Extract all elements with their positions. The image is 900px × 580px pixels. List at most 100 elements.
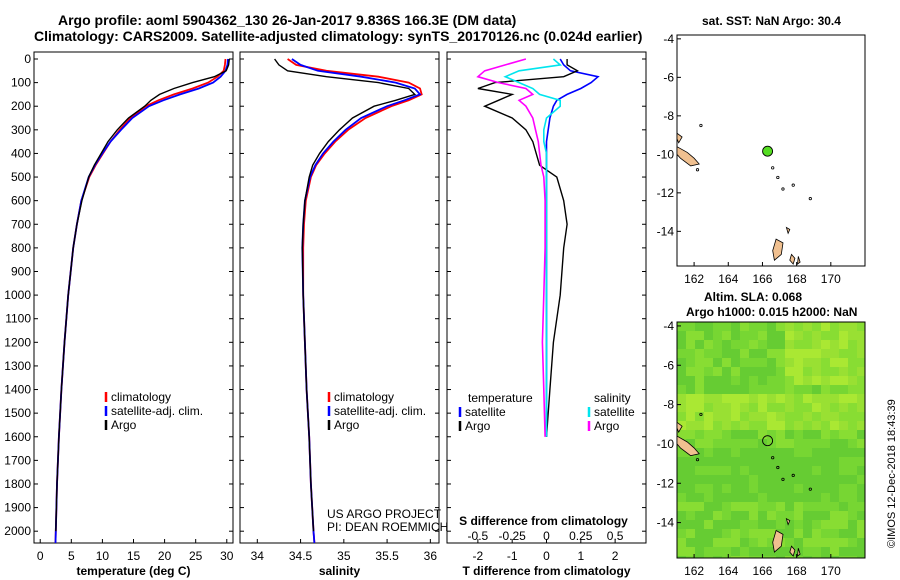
sst-map-xtick-label-168: 168 (787, 272, 807, 286)
salinity-xtick-label-36: 36 (424, 549, 438, 563)
depth-label-800: 800 (11, 241, 31, 255)
diff-legend-temperature-title: temperature (468, 391, 533, 405)
temperature-xtick-label-25: 25 (189, 549, 203, 563)
sla-map-island-1 (677, 421, 683, 433)
depth-label-1100: 1100 (5, 312, 31, 326)
sla-map-title-2: Argo h1000: 0.015 h2000: NaN (686, 305, 858, 319)
sst-map-island-1 (677, 132, 683, 144)
salinity-xtick-label-35.5: 35.5 (375, 549, 399, 563)
depth-label-200: 200 (11, 99, 31, 113)
difference-xtick-label--2: -2 (473, 549, 484, 563)
depth-label-1200: 1200 (4, 335, 31, 349)
sst-map-xtick-label-166: 166 (752, 272, 772, 286)
diff-legend-s-argo: Argo (594, 419, 620, 433)
sla-map-ytick-label--8: -8 (663, 398, 674, 412)
depth-label-1400: 1400 (4, 383, 31, 397)
sla-map-ytick-label--4: -4 (663, 319, 674, 333)
sla-map-xtick-label-170: 170 (821, 564, 841, 578)
sla-map-xtick-label-166: 166 (752, 564, 772, 578)
difference-xlabel: T difference from climatology (462, 564, 630, 578)
depth-label-1600: 1600 (4, 430, 31, 444)
sla-map-island-2 (772, 529, 784, 553)
sst-map-island-2 (772, 238, 784, 261)
temperature-legend-2: Argo (111, 418, 137, 432)
sla-map-ytick-label--6: -6 (663, 358, 674, 372)
diff-series-t-satellite (545, 58, 600, 437)
temperature-xtick-label-0: 0 (37, 549, 44, 563)
diff-legend-t-argo: Argo (465, 419, 491, 433)
difference-xtick-label-1: 1 (577, 549, 584, 563)
sla-map-island-3 (789, 545, 796, 557)
sst-map-ytick-label--12: -12 (657, 186, 675, 200)
depth-label-600: 600 (11, 194, 31, 208)
depth-label-400: 400 (11, 146, 31, 160)
depth-label-1900: 1900 (4, 501, 31, 515)
sla-map-field (677, 322, 865, 558)
depth-label-100: 100 (11, 76, 31, 90)
sla-map-island-0 (677, 435, 700, 457)
difference-xtick-label-0: 0 (543, 549, 550, 563)
sla-map-title-1: Altim. SLA: 0.068 (704, 290, 803, 304)
salinity-xtick-label-34: 34 (251, 549, 265, 563)
diff-legend-s-satellite: satellite (594, 405, 635, 419)
salinity-xtick-label-35: 35 (337, 549, 351, 563)
sla-map-argo-location (762, 435, 774, 447)
sla-map-islet-4 (808, 487, 812, 491)
depth-label-1300: 1300 (4, 359, 31, 373)
sst-map-islet-3 (791, 183, 795, 187)
sst-map-ytick-label--6: -6 (663, 70, 674, 84)
salinity-legend-2: Argo (334, 418, 360, 432)
temperature-xlabel: temperature (deg C) (76, 564, 190, 578)
salinity-series-1 (291, 58, 422, 543)
sst-map-island-0 (677, 146, 700, 167)
salinity-series-2 (274, 58, 417, 532)
diff-series-t-argo (477, 59, 579, 437)
sst-map-islet-0 (699, 123, 703, 128)
salinity-diff-tick-label-1: -0.25 (499, 529, 527, 543)
temperature-series-0 (54, 58, 227, 543)
title-line-1: Argo profile: aoml 5904362_130 26-Jan-20… (58, 12, 517, 28)
depth-label-700: 700 (11, 217, 31, 231)
sst-map-land (677, 123, 812, 265)
difference-xtick-label-2: 2 (612, 549, 619, 563)
sla-map-islet-0 (699, 412, 703, 417)
sla-map-ytick-label--14: -14 (657, 516, 675, 530)
salinity-xtick-label-34.5: 34.5 (289, 549, 313, 563)
sla-map-land (677, 412, 812, 557)
salinity-diff-tick-label-4: 0.5 (607, 529, 624, 543)
salinity-difference-label: S difference from climatology (459, 514, 628, 528)
sst-map-islet-4 (808, 197, 812, 201)
sst-map-island-3 (789, 253, 796, 265)
sst-map-islet-2 (771, 166, 775, 170)
diff-legend-salinity-title: salinity (594, 391, 631, 405)
sst-map-ytick-label--4: -4 (663, 32, 674, 46)
sla-map-islet-3 (791, 473, 795, 477)
sst-map-ytick-label--14: -14 (657, 224, 675, 238)
difference-xtick-label--1: -1 (507, 549, 518, 563)
depth-label-300: 300 (11, 123, 31, 137)
sla-map-ytick-label--10: -10 (657, 437, 675, 451)
diff-series-s-argo (476, 58, 546, 437)
sst-map-xtick-label-170: 170 (821, 272, 841, 286)
sst-map-title: sat. SST: NaN Argo: 30.4 (702, 14, 841, 28)
temperature-xtick-label-10: 10 (96, 549, 110, 563)
sst-map-island-4 (785, 226, 791, 235)
depth-label-500: 500 (11, 170, 31, 184)
depth-label-900: 900 (11, 264, 31, 278)
salinity-xlabel: salinity (319, 564, 361, 578)
salinity-legend-1: satellite-adj. clim. (334, 404, 426, 418)
sla-map-xtick-label-162: 162 (684, 564, 704, 578)
sla-map-xtick-label-164: 164 (718, 564, 738, 578)
credit-line-2: PI: DEAN ROEMMICH (327, 520, 449, 534)
salinity-legend-0: climatology (334, 390, 394, 404)
sst-map-islet-6 (695, 168, 700, 172)
sla-map-islet-2 (771, 456, 775, 460)
sla-map-ytick-label--12: -12 (657, 476, 675, 490)
depth-label-1000: 1000 (4, 288, 31, 302)
diff-series-s-satellite (503, 58, 563, 437)
temperature-xtick-label-30: 30 (220, 549, 234, 563)
sla-map-islet-1 (776, 465, 780, 470)
sst-map-ytick-label--8: -8 (663, 109, 674, 123)
sst-map-ytick-label--10: -10 (657, 147, 675, 161)
sla-map-islet-5 (781, 477, 785, 481)
